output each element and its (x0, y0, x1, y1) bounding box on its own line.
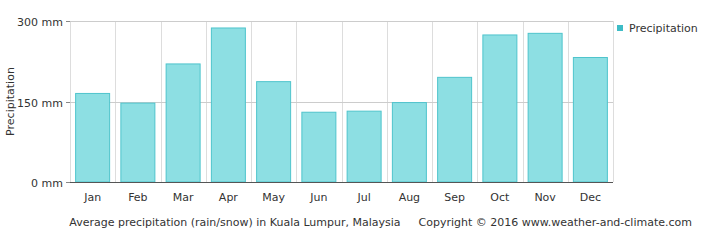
category-grid-line (206, 21, 207, 182)
category-grid-line (477, 21, 478, 182)
footer: Average precipitation (rain/snow) in Kua… (69, 216, 692, 229)
bar (347, 111, 381, 182)
y-tick (66, 102, 70, 103)
category-grid-line (432, 21, 433, 182)
y-axis-title: Precipitation (4, 67, 17, 136)
title: Average precipitation (rain/snow) in Kua… (69, 216, 400, 229)
y-grid-line (70, 182, 613, 183)
category-grid-line (613, 21, 614, 182)
category-grid-line (387, 21, 388, 182)
bar (483, 35, 517, 182)
x-tick-label: Apr (219, 191, 239, 204)
bar (121, 103, 155, 182)
bar (211, 28, 245, 182)
category-grid-line (568, 21, 569, 182)
x-tick-label: Dec (580, 191, 601, 204)
x-tick-label: Oct (490, 191, 510, 204)
x-tick-label: May (262, 191, 285, 204)
x-tick-label: Sep (444, 191, 465, 204)
x-tick-label: Feb (128, 191, 147, 204)
x-tick-label: Jan (83, 191, 101, 204)
bar (438, 77, 472, 182)
bar (528, 33, 562, 182)
y-tick (66, 182, 70, 183)
x-tick-label: Mar (173, 191, 194, 204)
category-grid-line (115, 21, 116, 182)
y-tick (66, 21, 70, 22)
bars (76, 28, 608, 182)
bar (302, 112, 336, 182)
x-axis (70, 182, 613, 183)
legend-label: Precipitation (629, 22, 698, 35)
y-tick-label: 150 mm (17, 97, 63, 110)
category-grid-line (523, 21, 524, 182)
x-tick-label: Nov (534, 191, 556, 204)
x-tick-label: Aug (399, 191, 420, 204)
annotation: Copyright © 2016 www.weather-and-climate… (419, 216, 692, 229)
y-tick-label: 0 mm (31, 177, 63, 190)
category-grid-line (342, 21, 343, 182)
bar (166, 64, 200, 182)
chart: 0 mm 150 mm 300 mm Jan Feb Mar Apr May Jun Jul Aug… (0, 0, 702, 232)
y-grid-line (70, 21, 613, 22)
bar (257, 82, 291, 182)
category-grid-line (161, 21, 162, 182)
category-grid-line (70, 21, 71, 182)
bar (573, 57, 607, 182)
bar (392, 103, 426, 182)
category-grid-line (251, 21, 252, 182)
x-tick-label: Jul (356, 191, 370, 204)
legend-swatch (617, 25, 623, 31)
x-tick-label: Jun (309, 191, 327, 204)
category-grid-line (296, 21, 297, 182)
y-tick-label: 300 mm (17, 16, 63, 29)
bar (76, 93, 110, 182)
